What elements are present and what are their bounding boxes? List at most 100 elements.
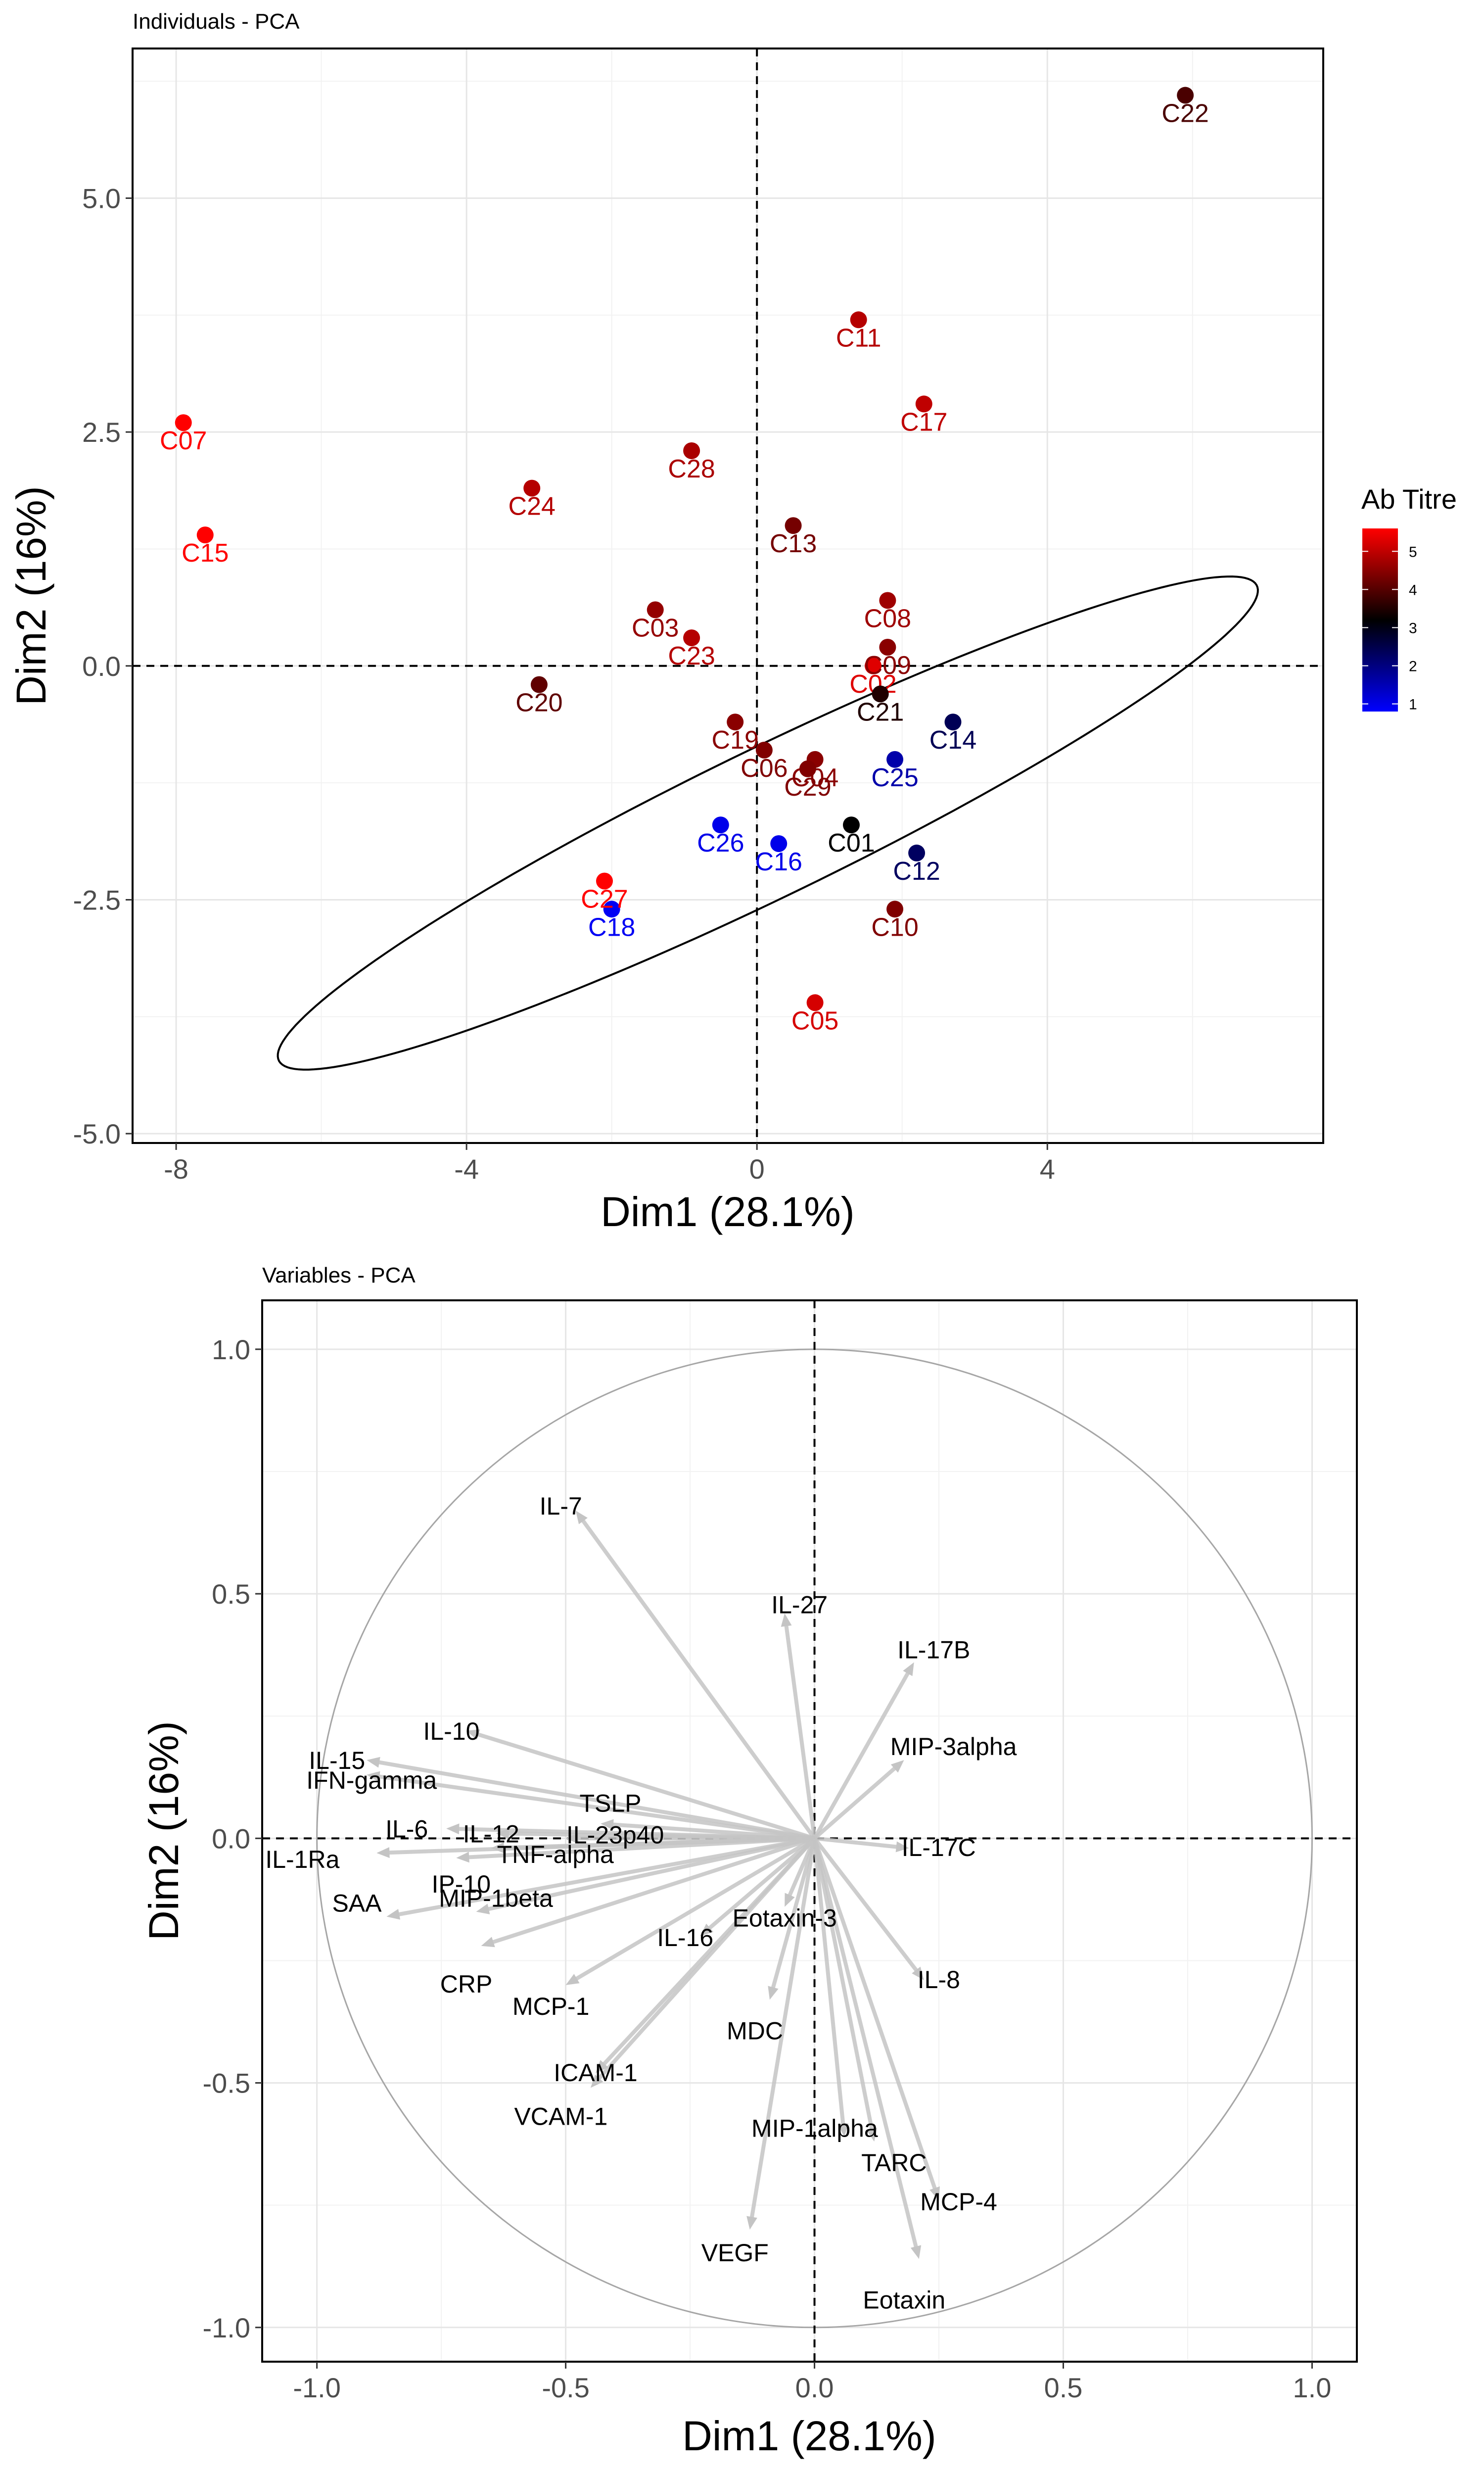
individuals-axis-ticks: -8 -4 0 4 -5.0 -2.5 0.0 2.5 5.0: [73, 183, 1055, 1185]
variable-label-mdc: MDC: [727, 2017, 783, 2045]
arrow-mip-1alpha: [812, 1838, 846, 2130]
arrow-il-7: [578, 1516, 816, 1840]
y-tick-label: -0.5: [203, 2068, 251, 2099]
point-c20: [530, 676, 548, 693]
y-tick-label: 0.0: [212, 1823, 250, 1854]
variable-label-ip-10: IP-10: [432, 1870, 491, 1898]
arrow-crp: [488, 1836, 815, 1946]
variable-label-il-6: IL-6: [385, 1815, 428, 1843]
arrowhead-eotaxin-3: [785, 1893, 795, 1907]
variables-pca-panel: Variables - PCA IL-7 IL-27 IL-17B MIP-3alph…: [140, 1263, 1358, 2459]
arrowhead-tslp: [601, 1819, 614, 1830]
arrowhead-il-8: [912, 1966, 924, 1980]
variables-pca-title: Variables - PCA: [262, 1263, 416, 1287]
point-label-c16: C16: [755, 848, 802, 876]
point-label-c20: C20: [515, 689, 562, 717]
individuals-points: C01C02C03C04C05C06C07C08C09C10C11C12C13C…: [160, 87, 1209, 1035]
arrow-mip-3alpha: [813, 1763, 900, 1840]
arrow-saa: [394, 1836, 815, 1917]
point-c22: [1177, 87, 1194, 104]
arrowhead-il-1ra: [376, 1847, 390, 1858]
variable-label-il-17b: IL-17B: [897, 1636, 970, 1664]
variable-label-il-12: IL-12: [463, 1820, 519, 1848]
point-c11: [850, 311, 867, 329]
point-label-c15: C15: [182, 539, 229, 568]
y-tick-label: 1.0: [212, 1334, 250, 1365]
y-tick-label: -2.5: [73, 884, 121, 915]
arrowhead-il-17b: [903, 1662, 914, 1676]
arrow-eotaxin: [812, 1838, 919, 2252]
point-label-c28: C28: [668, 455, 715, 483]
arrowhead-mip-1beta: [476, 1903, 490, 1914]
arrow-vcam-1: [594, 1837, 816, 2084]
point-c16: [770, 835, 788, 853]
variable-label-vegf: VEGF: [701, 2239, 769, 2267]
arrowhead-il-10: [466, 1729, 480, 1740]
point-label-c26: C26: [697, 829, 744, 857]
point-c12: [908, 844, 926, 861]
arrowhead-vcam-1: [590, 2074, 603, 2088]
arrow-ip-10: [464, 1836, 815, 1860]
y-tick-label: 5.0: [82, 183, 121, 214]
variable-label-il-16: IL-16: [657, 1924, 713, 1951]
y-tick-label: -1.0: [203, 2312, 251, 2343]
variables-axis-ticks: -1.0 -0.5 0.0 0.5 1.0 -1.0 -0.5 0.0 0.5 1.0: [203, 1334, 1332, 2403]
arrowhead-ip-10: [456, 1852, 469, 1863]
point-c18: [603, 901, 620, 918]
point-label-c29: C29: [784, 773, 831, 802]
variable-label-mip-3alpha: MIP-3alpha: [890, 1733, 1017, 1760]
arrowhead-crp: [481, 1937, 495, 1948]
point-label-c01: C01: [828, 829, 875, 857]
arrowhead-saa: [386, 1908, 401, 1920]
point-c10: [886, 901, 904, 918]
arrowhead-mcp-1: [565, 1974, 580, 1985]
arrowhead-tnf-alpha: [491, 1842, 505, 1854]
point-c26: [712, 816, 729, 834]
legend-tick-label: 4: [1409, 582, 1417, 598]
variable-label-mip-1beta: MIP-1beta: [439, 1885, 553, 1912]
arrowhead-mcp-4: [929, 2186, 940, 2200]
y-tick-label: 0.5: [212, 1578, 250, 1610]
legend-tick-label: 3: [1409, 620, 1417, 636]
point-c03: [647, 601, 664, 618]
variable-label-saa: SAA: [332, 1889, 382, 1917]
point-label-c22: C22: [1161, 99, 1208, 128]
point-c05: [806, 994, 824, 1011]
arrowhead-mip-3alpha: [890, 1760, 904, 1773]
arrow-il-10: [473, 1731, 815, 1841]
variable-label-il-15: IL-15: [309, 1747, 365, 1774]
y-tick-label: 0.0: [82, 651, 121, 682]
x-tick-label: 0: [749, 1153, 765, 1185]
point-label-c17: C17: [900, 408, 947, 436]
point-c08: [879, 592, 896, 609]
variable-label-icam-1: ICAM-1: [554, 2059, 637, 2087]
individuals-grid: [133, 48, 1323, 1143]
arrow-vegf: [749, 1838, 817, 2223]
legend-tick-label: 1: [1409, 697, 1417, 713]
point-label-c19: C19: [711, 726, 758, 755]
variable-label-il-27: IL-27: [771, 1591, 828, 1619]
legend-ticks: 1 2 3 4 5: [1362, 544, 1417, 713]
x-tick-label: 0.0: [795, 2372, 834, 2403]
point-c24: [523, 479, 541, 497]
arrow-il-16: [704, 1837, 816, 1933]
point-label-c12: C12: [893, 857, 940, 886]
x-tick-label: -1.0: [293, 2372, 341, 2403]
point-c01: [843, 816, 860, 834]
variable-label-mcp-1: MCP-1: [512, 1993, 590, 2020]
arrowhead-il-27: [781, 1613, 792, 1627]
point-c29: [799, 760, 816, 777]
x-tick-label: -0.5: [542, 2372, 590, 2403]
point-c13: [785, 517, 802, 534]
x-tick-label: -8: [164, 1153, 188, 1185]
x-tick-label: -4: [454, 1153, 479, 1185]
point-c14: [944, 714, 962, 731]
individuals-confidence-ellipse: [277, 575, 1259, 1071]
arrowhead-mip-1alpha: [837, 2123, 849, 2137]
variable-label-il-1ra: IL-1Ra: [265, 1846, 339, 1873]
ab-titre-legend: Ab Titre 1 2 3 4 5: [1361, 483, 1457, 713]
variables-y-axis-title: Dim2 (16%): [140, 1721, 187, 1940]
legend-title: Ab Titre: [1361, 483, 1457, 515]
point-label-c21: C21: [857, 698, 904, 727]
